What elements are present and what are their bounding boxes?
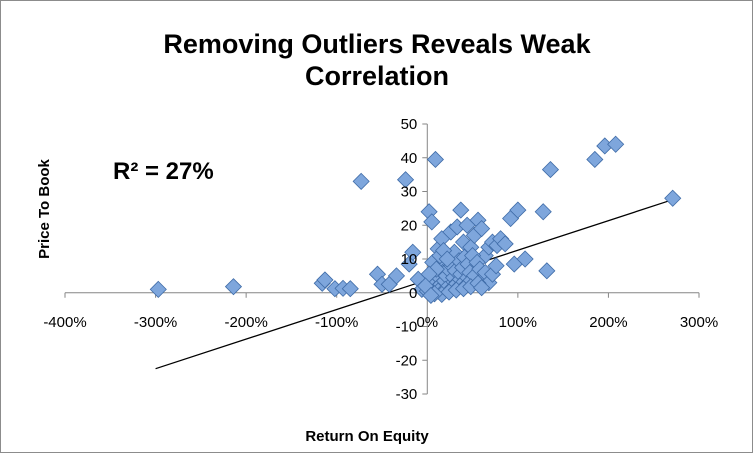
- x-tick-labels: -400% -300% -200% -100% 0% 100% 200% 300%: [43, 314, 718, 331]
- y-axis-title: Price To Book: [36, 158, 53, 258]
- data-point: [352, 172, 370, 190]
- data-point: [473, 220, 491, 238]
- chart-title-line-2: Correlation: [305, 61, 449, 91]
- data-point: [534, 203, 552, 221]
- x-tick-label: 0%: [416, 314, 438, 331]
- data-point: [422, 286, 440, 305]
- y-tick-label: 20: [401, 217, 418, 234]
- y-tick-label: 30: [401, 184, 418, 201]
- data-point: [396, 171, 415, 189]
- x-tick-label: -300%: [134, 314, 177, 331]
- data-point: [387, 267, 406, 285]
- data-point: [496, 235, 514, 253]
- data-point: [341, 280, 359, 298]
- r-squared-annotation: R² = 27%: [113, 158, 214, 185]
- data-point: [224, 278, 243, 296]
- x-tick-label: -400%: [43, 314, 86, 331]
- x-tick-label: 100%: [499, 314, 537, 331]
- data-point: [423, 213, 441, 231]
- y-tick-label: 40: [401, 150, 418, 167]
- x-tick-label: 200%: [589, 314, 627, 331]
- data-point: [541, 160, 560, 179]
- y-tick-label: -30: [396, 386, 418, 403]
- data-point: [452, 201, 470, 219]
- x-axis-title: Return On Equity: [305, 428, 429, 445]
- x-tick-label: -200%: [224, 314, 267, 331]
- data-point: [438, 250, 456, 268]
- x-tick-label: 300%: [680, 314, 718, 331]
- data-points: [149, 135, 682, 305]
- data-point: [607, 135, 625, 153]
- y-tick-label: 50: [401, 116, 418, 133]
- y-tick-label: -20: [396, 352, 418, 369]
- data-point: [509, 201, 527, 219]
- data-point: [473, 279, 491, 297]
- trendline-layer: [155, 199, 673, 370]
- data-point: [516, 250, 534, 268]
- y-tick-label: 0: [409, 285, 417, 302]
- data-point: [316, 271, 334, 289]
- data-point: [404, 243, 422, 261]
- data-point: [538, 262, 556, 280]
- trendline: [155, 199, 673, 370]
- data-point: [487, 257, 505, 275]
- data-point: [586, 150, 604, 169]
- data-point: [149, 280, 167, 298]
- y-tick-labels: -30 -20 -10 0 10 20 30 40 50: [396, 116, 418, 403]
- chart-title-line-1: Removing Outliers Reveals Weak: [163, 29, 591, 59]
- data-point: [664, 189, 682, 207]
- data-point: [426, 150, 445, 169]
- x-tick-label: -100%: [315, 314, 358, 331]
- y-tick-label: -10: [396, 319, 418, 336]
- y-tick-label: 10: [401, 251, 418, 268]
